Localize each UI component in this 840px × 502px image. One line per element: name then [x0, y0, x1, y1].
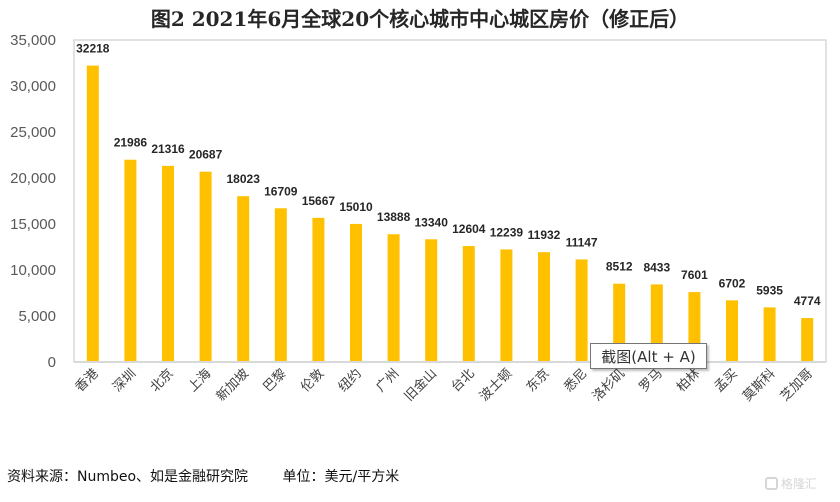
- data-label: 6702: [719, 276, 746, 290]
- data-label: 21986: [114, 136, 148, 150]
- y-tick-label: 25,000: [10, 124, 56, 141]
- plot-area-border: [73, 39, 827, 363]
- x-tick-label: 伦敦: [298, 366, 328, 396]
- bar: [199, 171, 212, 362]
- bar: [538, 252, 550, 362]
- x-tick-label: 东京: [524, 366, 553, 395]
- data-label: 15010: [339, 200, 373, 214]
- y-axis: 0 5,000 10,000 15,000 20,000 25,000 30,000 35,0…: [10, 32, 56, 371]
- y-tick-label: 15,000: [10, 216, 56, 233]
- x-tick-label: 北京: [148, 366, 177, 395]
- x-tick-label: 台北: [449, 366, 478, 395]
- bar: [462, 246, 475, 362]
- bar: [312, 217, 325, 362]
- bar: [801, 318, 814, 362]
- y-tick-label: 35,000: [10, 32, 56, 49]
- bar-chart: 图2 2021年6月全球20个核心城市中心城区房价（修正后） 0 5,000 10,…: [10, 7, 827, 405]
- x-tick-label: 广州: [373, 366, 402, 395]
- bar: [575, 259, 588, 362]
- x-tick-label: 旧金山: [401, 366, 440, 405]
- data-label: 11147: [566, 235, 598, 249]
- x-tick-label: 上海: [185, 366, 214, 395]
- x-axis: 香港 深圳 北京 上海 新加坡 巴黎 伦敦 纽约 广州 旧金山 台北 波士顿 东京 悉尼 洛杉矶 罗马 柏林 孟买…: [73, 366, 816, 405]
- bar: [162, 165, 174, 362]
- bar: [387, 234, 400, 362]
- data-label: 4774: [794, 294, 821, 308]
- data-label: 18023: [227, 172, 261, 186]
- data-label: 15667: [302, 194, 336, 208]
- data-label: 8512: [606, 260, 633, 274]
- source-note: 资料来源：Numbeo、如是金融研究院: [7, 469, 249, 485]
- bar: [763, 307, 776, 362]
- data-label: 21316: [151, 142, 185, 156]
- data-label: 13888: [377, 210, 411, 224]
- data-label: 7601: [681, 268, 708, 282]
- x-tick-label: 芝加哥: [777, 366, 816, 405]
- x-tick-label: 纽约: [336, 366, 365, 395]
- unit-note: 单位：美元/平方米: [282, 469, 400, 485]
- bar: [86, 65, 99, 363]
- y-tick-label: 0: [48, 354, 56, 371]
- bar: [650, 284, 663, 362]
- watermark: 格隆汇: [765, 475, 817, 492]
- footer: 资料来源：Numbeo、如是金融研究院 单位：美元/平方米: [7, 466, 399, 486]
- x-tick-label: 深圳: [110, 366, 139, 395]
- x-tick-label: 洛杉矶: [590, 366, 628, 404]
- bar: [425, 239, 438, 362]
- data-label: 8433: [643, 260, 670, 274]
- x-tick-label: 悉尼: [561, 366, 590, 395]
- bar: [613, 283, 626, 362]
- chart-title: 图2 2021年6月全球20个核心城市中心城区房价（修正后）: [151, 7, 689, 31]
- bar: [237, 196, 250, 362]
- x-tick-label: 孟买: [712, 366, 741, 395]
- watermark-text: 格隆汇: [781, 477, 818, 491]
- y-tick-label: 30,000: [10, 78, 56, 95]
- y-tick-label: 5,000: [18, 308, 56, 325]
- data-label: 11932: [528, 228, 561, 242]
- bar: [350, 223, 362, 362]
- screenshot-tooltip: 截图(Alt + A): [590, 343, 707, 369]
- data-label: 12239: [490, 225, 524, 239]
- y-tick-label: 20,000: [10, 170, 56, 187]
- x-tick-label: 莫斯科: [740, 366, 778, 404]
- bar: [726, 300, 738, 362]
- x-tick-label: 香港: [73, 366, 102, 395]
- bars-group: [86, 65, 814, 363]
- data-label: 20687: [189, 148, 223, 162]
- data-label: 12604: [452, 222, 486, 236]
- data-label: 13340: [415, 215, 449, 229]
- x-tick-label: 柏林: [674, 366, 703, 395]
- bar: [500, 249, 513, 362]
- bar: [274, 208, 287, 362]
- data-label: 16709: [264, 184, 298, 198]
- bar: [124, 159, 137, 362]
- x-tick-label: 新加坡: [213, 366, 252, 405]
- y-tick-label: 10,000: [10, 262, 56, 279]
- x-tick-label: 巴黎: [261, 366, 290, 395]
- x-tick-label: 罗马: [637, 366, 666, 395]
- data-label: 5935: [756, 283, 783, 297]
- watermark-logo-icon: [765, 477, 778, 490]
- x-tick-label: 波士顿: [477, 366, 515, 404]
- data-label: 32218: [76, 42, 110, 56]
